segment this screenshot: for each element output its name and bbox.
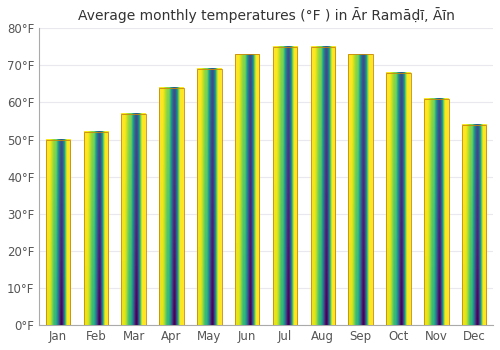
Bar (235, 54, 260, 325)
Title: Average monthly temperatures (°F ) in Ār Ramāḍī, Āīn: Average monthly temperatures (°F ) in Ār… (78, 7, 454, 23)
Bar (462, 125, 486, 325)
Bar (310, 47, 335, 325)
Bar (197, 69, 222, 325)
Bar (272, 47, 297, 325)
Bar (424, 99, 448, 325)
Bar (348, 54, 373, 325)
Bar (386, 73, 411, 325)
Bar (122, 114, 146, 325)
Bar (46, 140, 70, 325)
Bar (84, 132, 108, 325)
Bar (160, 88, 184, 325)
